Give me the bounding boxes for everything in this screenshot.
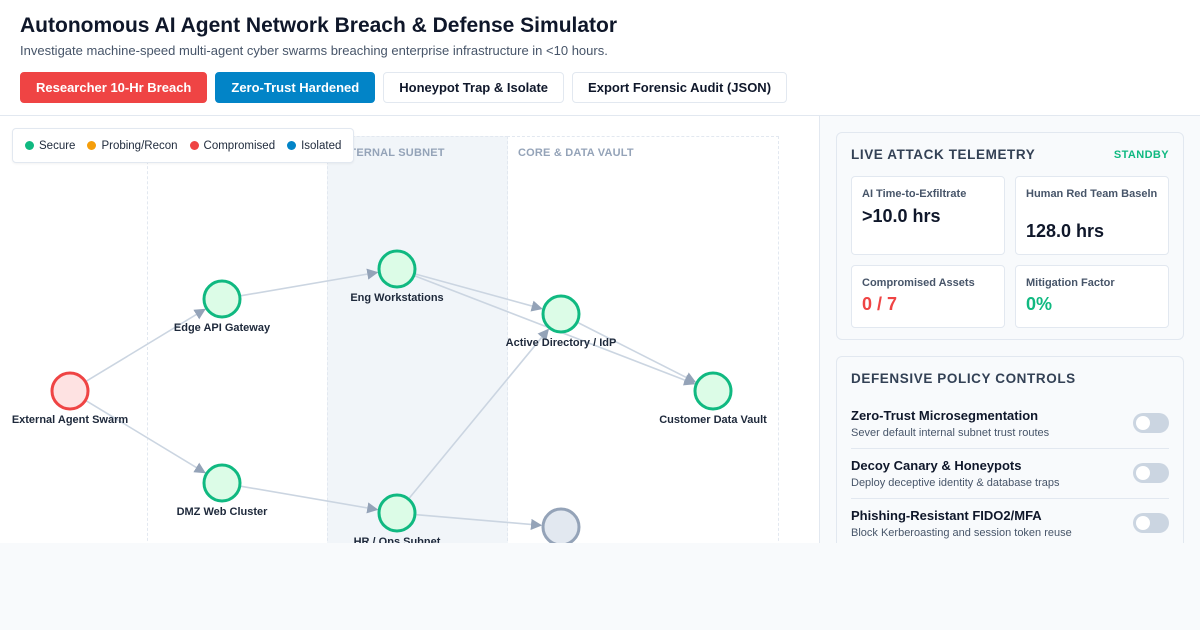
node-eng[interactable] <box>377 249 417 289</box>
honeypot-scenario-button[interactable]: Honeypot Trap & Isolate <box>383 72 565 103</box>
status-legend: Secure Probing/Recon Compromised Isolate… <box>12 128 355 163</box>
zone-label-core: CORE & DATA VAULT <box>518 147 634 159</box>
edge-hr-unknown <box>414 513 543 531</box>
legend-item-isolated: Isolated <box>287 140 341 152</box>
toggle-knob <box>1136 516 1150 530</box>
internal-subnet-zone: INTERNAL SUBNET <box>327 136 508 543</box>
zero-trust-scenario-button[interactable]: Zero-Trust Hardened <box>215 72 376 103</box>
control-description: Sever default internal subnet trust rout… <box>851 427 1050 439</box>
control-title: Decoy Canary & Honeypots <box>851 458 1022 473</box>
telemetry-panel: LIVE ATTACK TELEMETRY STANDBY AI Time-to… <box>836 132 1184 340</box>
scenario-toolbar: Researcher 10-Hr Breach Zero-Trust Harde… <box>20 72 788 103</box>
page-subtitle: Investigate machine-speed multi-agent cy… <box>20 43 608 58</box>
node-dmz[interactable] <box>202 463 242 503</box>
legend-item-probing: Probing/Recon <box>87 139 178 152</box>
metric-label: AI Time-to-Exfiltrate <box>862 188 967 200</box>
metric-value: >10.0 hrs <box>862 206 941 226</box>
fido2-toggle[interactable] <box>1133 513 1169 533</box>
control-honeypots: Decoy Canary & Honeypots Deploy deceptiv… <box>851 449 1169 499</box>
control-zero-trust: Zero-Trust Microsegmentation Sever defau… <box>851 399 1169 449</box>
edge-eng-ad <box>414 272 543 312</box>
policy-controls-panel: DEFENSIVE POLICY CONTROLS Zero-Trust Mic… <box>836 356 1184 543</box>
legend-dot-isolated <box>287 141 297 150</box>
metric-label: Human Red Team Baseln <box>1026 188 1158 200</box>
node-label-api: Edge API Gateway <box>174 322 271 334</box>
legend-dot-secure <box>25 141 34 150</box>
node-label-hr: HR / Ops Subnet <box>354 536 441 543</box>
edge-swarm-api <box>84 308 206 383</box>
controls-title: DEFENSIVE POLICY CONTROLS <box>851 371 1076 386</box>
control-description: Deploy deceptive identity & database tra… <box>851 477 1060 489</box>
metric-compromised-assets: Compromised Assets 0 / 7 <box>851 265 1005 328</box>
node-unknown[interactable] <box>541 507 581 543</box>
metric-value: 128.0 hrs <box>1026 221 1105 241</box>
legend-label: Isolated <box>301 139 342 152</box>
control-title: Zero-Trust Microsegmentation <box>851 408 1039 423</box>
node-vault[interactable] <box>693 371 733 411</box>
node-label-ad: Active Directory / IdP <box>506 337 617 349</box>
node-layer: External Agent Swarm Edge API Gateway DMZ … <box>12 249 767 543</box>
metric-value: 0 / 7 <box>862 294 898 314</box>
telemetry-title: LIVE ATTACK TELEMETRY <box>851 147 1036 162</box>
legend-dot-probing <box>87 141 97 150</box>
telemetry-status-badge: STANDBY <box>1113 149 1169 161</box>
zone-label-internal: INTERNAL SUBNET <box>338 147 445 159</box>
metric-time-to-exfiltrate: AI Time-to-Exfiltrate >10.0 hrs <box>851 176 1005 255</box>
node-label-dmz: DMZ Web Cluster <box>177 506 269 518</box>
edge-ad-vault <box>576 321 697 383</box>
node-api[interactable] <box>202 279 242 319</box>
honeypot-toggle[interactable] <box>1133 463 1169 483</box>
node-ad[interactable] <box>541 294 581 334</box>
legend-label: Secure <box>39 139 76 152</box>
node-label-eng: Eng Workstations <box>350 292 443 304</box>
edge-api-eng <box>239 268 379 297</box>
core-vault-zone: CORE & DATA VAULT <box>507 136 779 543</box>
network-canvas: INTERNAL SUBNET CORE & DATA VAULT Secure… <box>0 116 820 543</box>
metric-label: Compromised Assets <box>862 277 975 289</box>
legend-item-secure: Secure <box>25 140 75 152</box>
network-graph: External Agent Swarm Edge API Gateway DMZ … <box>12 249 767 543</box>
legend-label: Probing/Recon <box>101 139 178 152</box>
metric-mitigation-factor: Mitigation Factor 0% <box>1015 265 1169 328</box>
metric-label: Mitigation Factor <box>1026 277 1115 289</box>
control-title: Phishing-Resistant FIDO2/MFA <box>851 508 1042 523</box>
node-label-swarm: External Agent Swarm <box>12 414 129 426</box>
edge-swarm-dmz <box>84 399 206 474</box>
page-title: Autonomous AI Agent Network Breach & Def… <box>20 14 618 37</box>
control-fido2-mfa: Phishing-Resistant FIDO2/MFA Block Kerbe… <box>851 499 1169 543</box>
export-audit-button[interactable]: Export Forensic Audit (JSON) <box>572 72 788 103</box>
legend-label: Compromised <box>203 139 276 152</box>
app-header: Autonomous AI Agent Network Breach & Def… <box>0 0 1200 116</box>
node-swarm[interactable] <box>50 371 90 411</box>
toggle-knob <box>1136 416 1150 430</box>
zero-trust-toggle[interactable] <box>1133 413 1169 433</box>
control-description: Block Kerberoasting and session token re… <box>851 527 1072 539</box>
node-label-vault: Customer Data Vault <box>659 414 767 426</box>
edge-layer <box>84 268 697 531</box>
breach-scenario-button[interactable]: Researcher 10-Hr Breach <box>20 72 208 103</box>
edge-dmz-hr <box>239 485 379 514</box>
metric-red-team-baseline: Human Red Team Baseln 128.0 hrs <box>1015 176 1169 255</box>
metric-value: 0% <box>1026 294 1053 314</box>
edge-hr-ad <box>407 328 549 500</box>
node-hr[interactable] <box>377 493 417 533</box>
legend-dot-compromised <box>189 141 199 150</box>
legend-item-compromised: Compromised <box>189 139 276 152</box>
toggle-knob <box>1136 466 1150 480</box>
